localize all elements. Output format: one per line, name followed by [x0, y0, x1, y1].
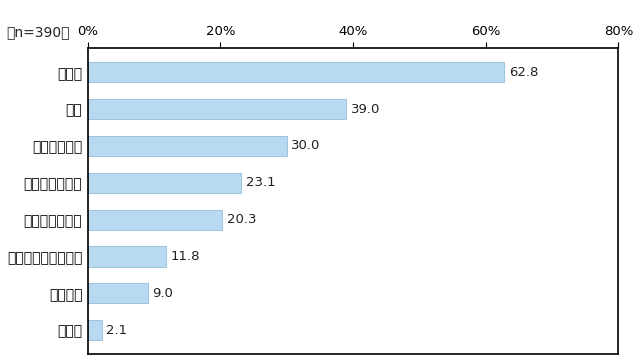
Bar	[88, 99, 346, 119]
Text: 23.1: 23.1	[246, 176, 275, 189]
Text: 2.1: 2.1	[106, 323, 127, 336]
Text: 62.8: 62.8	[509, 66, 538, 79]
Bar	[88, 246, 166, 266]
Text: 20.3: 20.3	[227, 213, 257, 226]
Bar	[88, 283, 148, 304]
Text: 11.8: 11.8	[171, 250, 200, 263]
Bar	[88, 136, 287, 156]
Bar	[88, 320, 102, 340]
Text: 30.0: 30.0	[291, 139, 321, 152]
Text: （n=390）: （n=390）	[6, 25, 70, 39]
Bar	[88, 173, 241, 193]
Bar	[88, 62, 504, 82]
Text: 39.0: 39.0	[351, 103, 381, 116]
Bar	[88, 209, 223, 230]
Text: 9.0: 9.0	[152, 287, 173, 300]
